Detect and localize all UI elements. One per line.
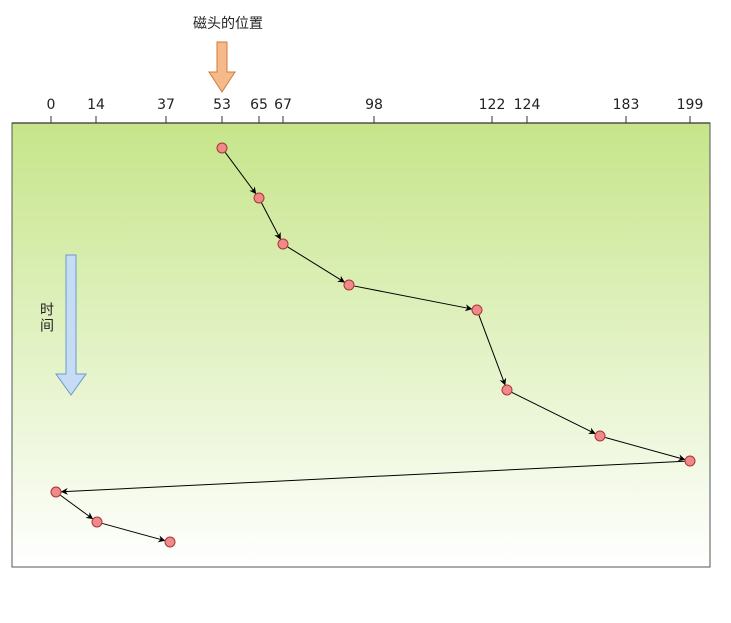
tick-label: 98 <box>365 97 383 113</box>
seek-arrow <box>224 152 257 195</box>
tick-label: 14 <box>87 97 105 113</box>
plot-area <box>11 122 711 568</box>
ticks: 0 14 37 53 65 67 98 122 124 183 199 <box>47 97 704 123</box>
time-arrow <box>55 254 87 396</box>
seek-arrow <box>605 436 686 462</box>
tick-label: 65 <box>250 97 268 113</box>
head-arrow <box>208 41 236 93</box>
seek-arrow <box>102 522 166 543</box>
seek-arrow <box>511 391 596 435</box>
seek-arrow <box>478 314 507 386</box>
tick-label: 53 <box>213 97 231 113</box>
tick-label: 183 <box>613 97 640 113</box>
tick-label: 37 <box>157 97 175 113</box>
tick-label: 122 <box>479 97 506 113</box>
tick-label: 0 <box>47 97 56 113</box>
request-point <box>91 516 103 528</box>
time-label: 时间 <box>38 302 54 334</box>
request-point <box>501 384 513 396</box>
request-point <box>50 486 62 498</box>
tick-label: 67 <box>274 97 292 113</box>
request-point <box>216 142 228 154</box>
request-point <box>471 304 483 316</box>
seek-arrow <box>261 202 281 240</box>
request-point <box>684 455 696 467</box>
head-position-label: 磁头的位置 <box>193 16 263 32</box>
seek-arrow <box>60 494 94 520</box>
seek-path <box>50 142 696 548</box>
tick-label: 124 <box>514 97 541 113</box>
request-point <box>594 430 606 442</box>
request-point <box>277 238 289 250</box>
request-point <box>164 536 176 548</box>
seek-arrow <box>354 285 473 312</box>
request-point <box>343 279 355 291</box>
seek-arrow <box>60 460 685 495</box>
seek-arrow <box>287 246 345 283</box>
tick-label: 199 <box>677 97 704 113</box>
request-point <box>253 192 265 204</box>
